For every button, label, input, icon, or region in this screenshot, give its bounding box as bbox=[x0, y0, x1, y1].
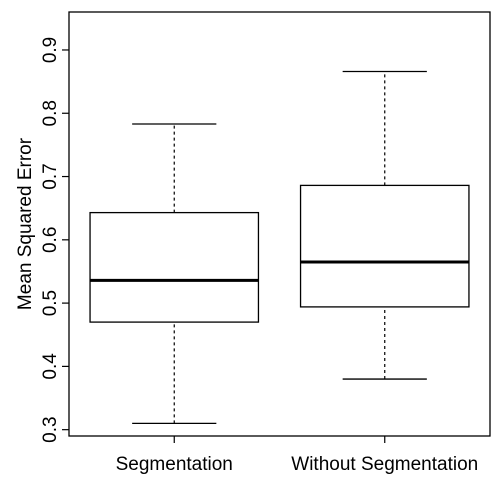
box-1 bbox=[89, 123, 260, 424]
y-tick-label: 0.7 bbox=[40, 163, 61, 189]
y-axis-title: Mean Squared Error bbox=[15, 137, 36, 310]
box-iqr bbox=[89, 211, 260, 323]
y-tick-label: 0.6 bbox=[40, 227, 61, 253]
y-tick-label: 0.9 bbox=[40, 37, 61, 63]
x-axis: Segmentation Without Segmentation bbox=[116, 436, 478, 475]
y-tick-label: 0.3 bbox=[40, 416, 61, 442]
box-2 bbox=[299, 70, 470, 380]
y-tick-label: 0.4 bbox=[40, 353, 61, 380]
x-tick-label: Without Segmentation bbox=[291, 454, 478, 475]
y-tick-label: 0.5 bbox=[40, 290, 61, 316]
y-tick-label: 0.8 bbox=[40, 100, 61, 126]
plot-frame bbox=[68, 11, 491, 437]
boxes bbox=[89, 70, 470, 424]
y-axis: 0.3 0.4 0.5 0.6 0.7 0.8 0.9 bbox=[40, 37, 69, 443]
box-iqr bbox=[299, 184, 470, 308]
x-tick-label: Segmentation bbox=[116, 454, 233, 475]
